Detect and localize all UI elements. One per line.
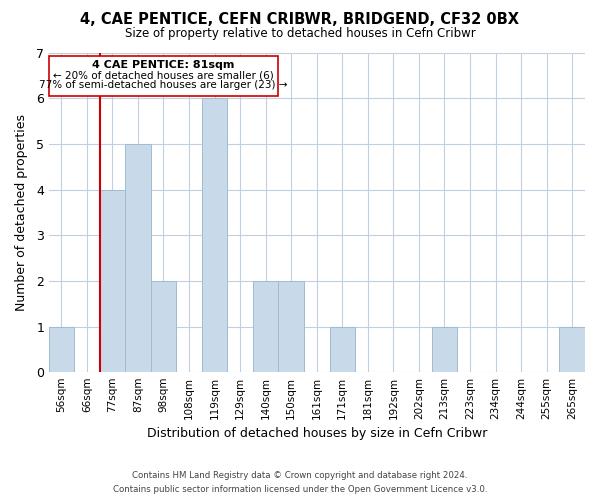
Bar bbox=[100, 190, 125, 372]
Bar bbox=[253, 281, 278, 372]
Y-axis label: Number of detached properties: Number of detached properties bbox=[15, 114, 28, 311]
Bar bbox=[151, 281, 176, 372]
Bar bbox=[278, 281, 304, 372]
Text: 77% of semi-detached houses are larger (23) →: 77% of semi-detached houses are larger (… bbox=[39, 80, 288, 90]
Text: ← 20% of detached houses are smaller (6): ← 20% of detached houses are smaller (6) bbox=[53, 70, 274, 81]
Text: Contains HM Land Registry data © Crown copyright and database right 2024.
Contai: Contains HM Land Registry data © Crown c… bbox=[113, 472, 487, 494]
Bar bbox=[125, 144, 151, 372]
Text: 4, CAE PENTICE, CEFN CRIBWR, BRIDGEND, CF32 0BX: 4, CAE PENTICE, CEFN CRIBWR, BRIDGEND, C… bbox=[80, 12, 520, 28]
Bar bbox=[432, 326, 457, 372]
Bar bbox=[202, 98, 227, 372]
Bar bbox=[329, 326, 355, 372]
Bar bbox=[559, 326, 585, 372]
Text: 4 CAE PENTICE: 81sqm: 4 CAE PENTICE: 81sqm bbox=[92, 60, 235, 70]
FancyBboxPatch shape bbox=[49, 56, 278, 96]
X-axis label: Distribution of detached houses by size in Cefn Cribwr: Distribution of detached houses by size … bbox=[146, 427, 487, 440]
Text: Size of property relative to detached houses in Cefn Cribwr: Size of property relative to detached ho… bbox=[125, 28, 475, 40]
Bar bbox=[49, 326, 74, 372]
